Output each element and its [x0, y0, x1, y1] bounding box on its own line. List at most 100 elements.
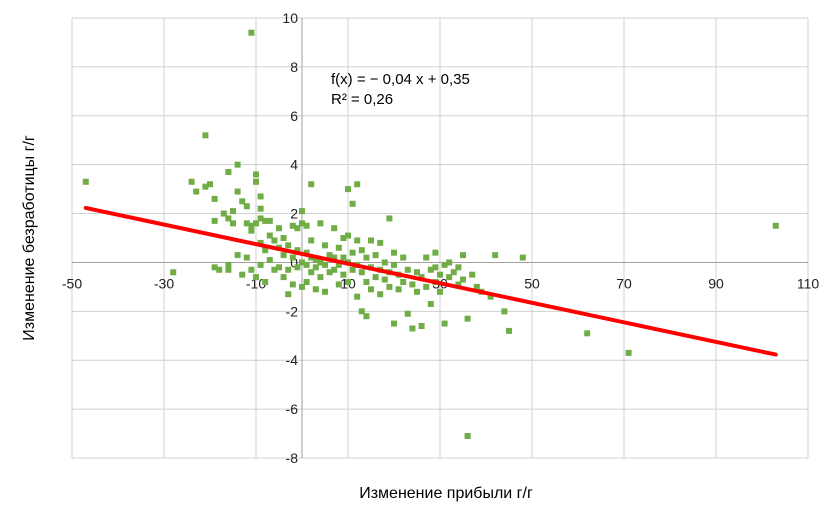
- data-point: [266, 217, 273, 224]
- data-point: [345, 186, 351, 193]
- data-point: [248, 266, 255, 273]
- data-point: [257, 193, 264, 200]
- data-point: [414, 269, 420, 276]
- data-point: [437, 288, 443, 295]
- data-point: [322, 242, 328, 249]
- x-tick-label: 90: [708, 275, 724, 291]
- data-point: [326, 252, 333, 259]
- data-point: [303, 261, 310, 268]
- data-point: [257, 261, 264, 268]
- y-tick-label: -6: [286, 401, 299, 417]
- data-point: [501, 308, 508, 315]
- data-point: [299, 259, 305, 266]
- data-point: [271, 237, 278, 244]
- y-tick-label: 10: [282, 10, 298, 26]
- data-point: [234, 161, 241, 168]
- data-point: [170, 269, 177, 276]
- data-point: [257, 239, 264, 246]
- data-point: [381, 276, 388, 283]
- data-point: [391, 261, 397, 268]
- data-point: [409, 325, 416, 332]
- data-point: [308, 181, 315, 188]
- data-point: [211, 264, 218, 271]
- data-point: [427, 266, 434, 273]
- data-point: [335, 244, 342, 251]
- data-point: [446, 259, 453, 266]
- data-point: [322, 288, 328, 295]
- data-point: [377, 291, 384, 298]
- data-point: [188, 178, 195, 185]
- data-point: [202, 183, 209, 190]
- data-point: [317, 259, 324, 266]
- data-point: [289, 254, 296, 261]
- data-point: [469, 271, 476, 278]
- data-point: [280, 274, 287, 281]
- data-point: [317, 220, 324, 227]
- data-point: [519, 254, 526, 261]
- data-point: [354, 181, 361, 188]
- data-point: [248, 29, 255, 36]
- data-point: [299, 208, 305, 215]
- data-point: [386, 283, 393, 290]
- data-point: [409, 281, 416, 288]
- data-point: [354, 237, 361, 244]
- data-point: [312, 286, 319, 293]
- data-point: [253, 171, 259, 178]
- data-point: [437, 271, 443, 278]
- trend-line: [83, 205, 778, 357]
- y-tick-label: -2: [286, 303, 299, 319]
- y-tick-label: -8: [286, 450, 299, 466]
- x-tick-label: -30: [154, 275, 174, 291]
- data-point: [280, 235, 287, 241]
- data-point: [354, 293, 361, 300]
- x-tick-label: 110: [797, 275, 820, 291]
- data-point: [312, 257, 319, 263]
- data-point: [331, 254, 338, 261]
- data-point: [303, 222, 310, 229]
- r-squared-label: R² = 0,26: [331, 91, 393, 108]
- data-point: [299, 220, 305, 227]
- data-point: [331, 266, 338, 273]
- data-point: [358, 269, 365, 276]
- data-point: [225, 169, 232, 175]
- data-point: [584, 330, 591, 337]
- data-point: [253, 220, 259, 227]
- data-point: [349, 200, 356, 207]
- data-point: [308, 237, 315, 244]
- data-point: [492, 252, 499, 259]
- data-point: [262, 217, 269, 224]
- data-point: [377, 239, 384, 246]
- data-point: [276, 225, 282, 232]
- data-point: [225, 261, 232, 268]
- data-point: [211, 195, 218, 202]
- data-point: [772, 222, 779, 229]
- data-point: [322, 261, 328, 268]
- data-point: [432, 264, 439, 271]
- data-point: [266, 232, 273, 239]
- data-point: [441, 261, 448, 268]
- data-point: [253, 178, 259, 185]
- data-point: [234, 188, 241, 195]
- y-tick-label: 2: [290, 206, 298, 222]
- data-point: [225, 215, 232, 222]
- data-point: [455, 281, 462, 288]
- data-point: [464, 433, 471, 439]
- data-point: [262, 247, 269, 254]
- data-point: [404, 266, 411, 273]
- data-point: [243, 220, 250, 227]
- data-point: [506, 327, 512, 334]
- x-tick-label: 50: [524, 275, 540, 291]
- data-point: [308, 269, 315, 276]
- data-point: [266, 257, 273, 263]
- data-point: [460, 276, 466, 283]
- data-point: [432, 249, 439, 256]
- x-axis-title: Изменение прибыли г/г: [359, 485, 533, 502]
- data-point: [230, 208, 236, 215]
- data-point: [248, 222, 255, 229]
- data-point: [234, 252, 241, 259]
- data-point: [400, 254, 407, 261]
- data-point: [326, 269, 333, 276]
- y-tick-label: 0: [290, 254, 298, 270]
- data-point: [460, 252, 466, 259]
- data-point: [372, 274, 379, 281]
